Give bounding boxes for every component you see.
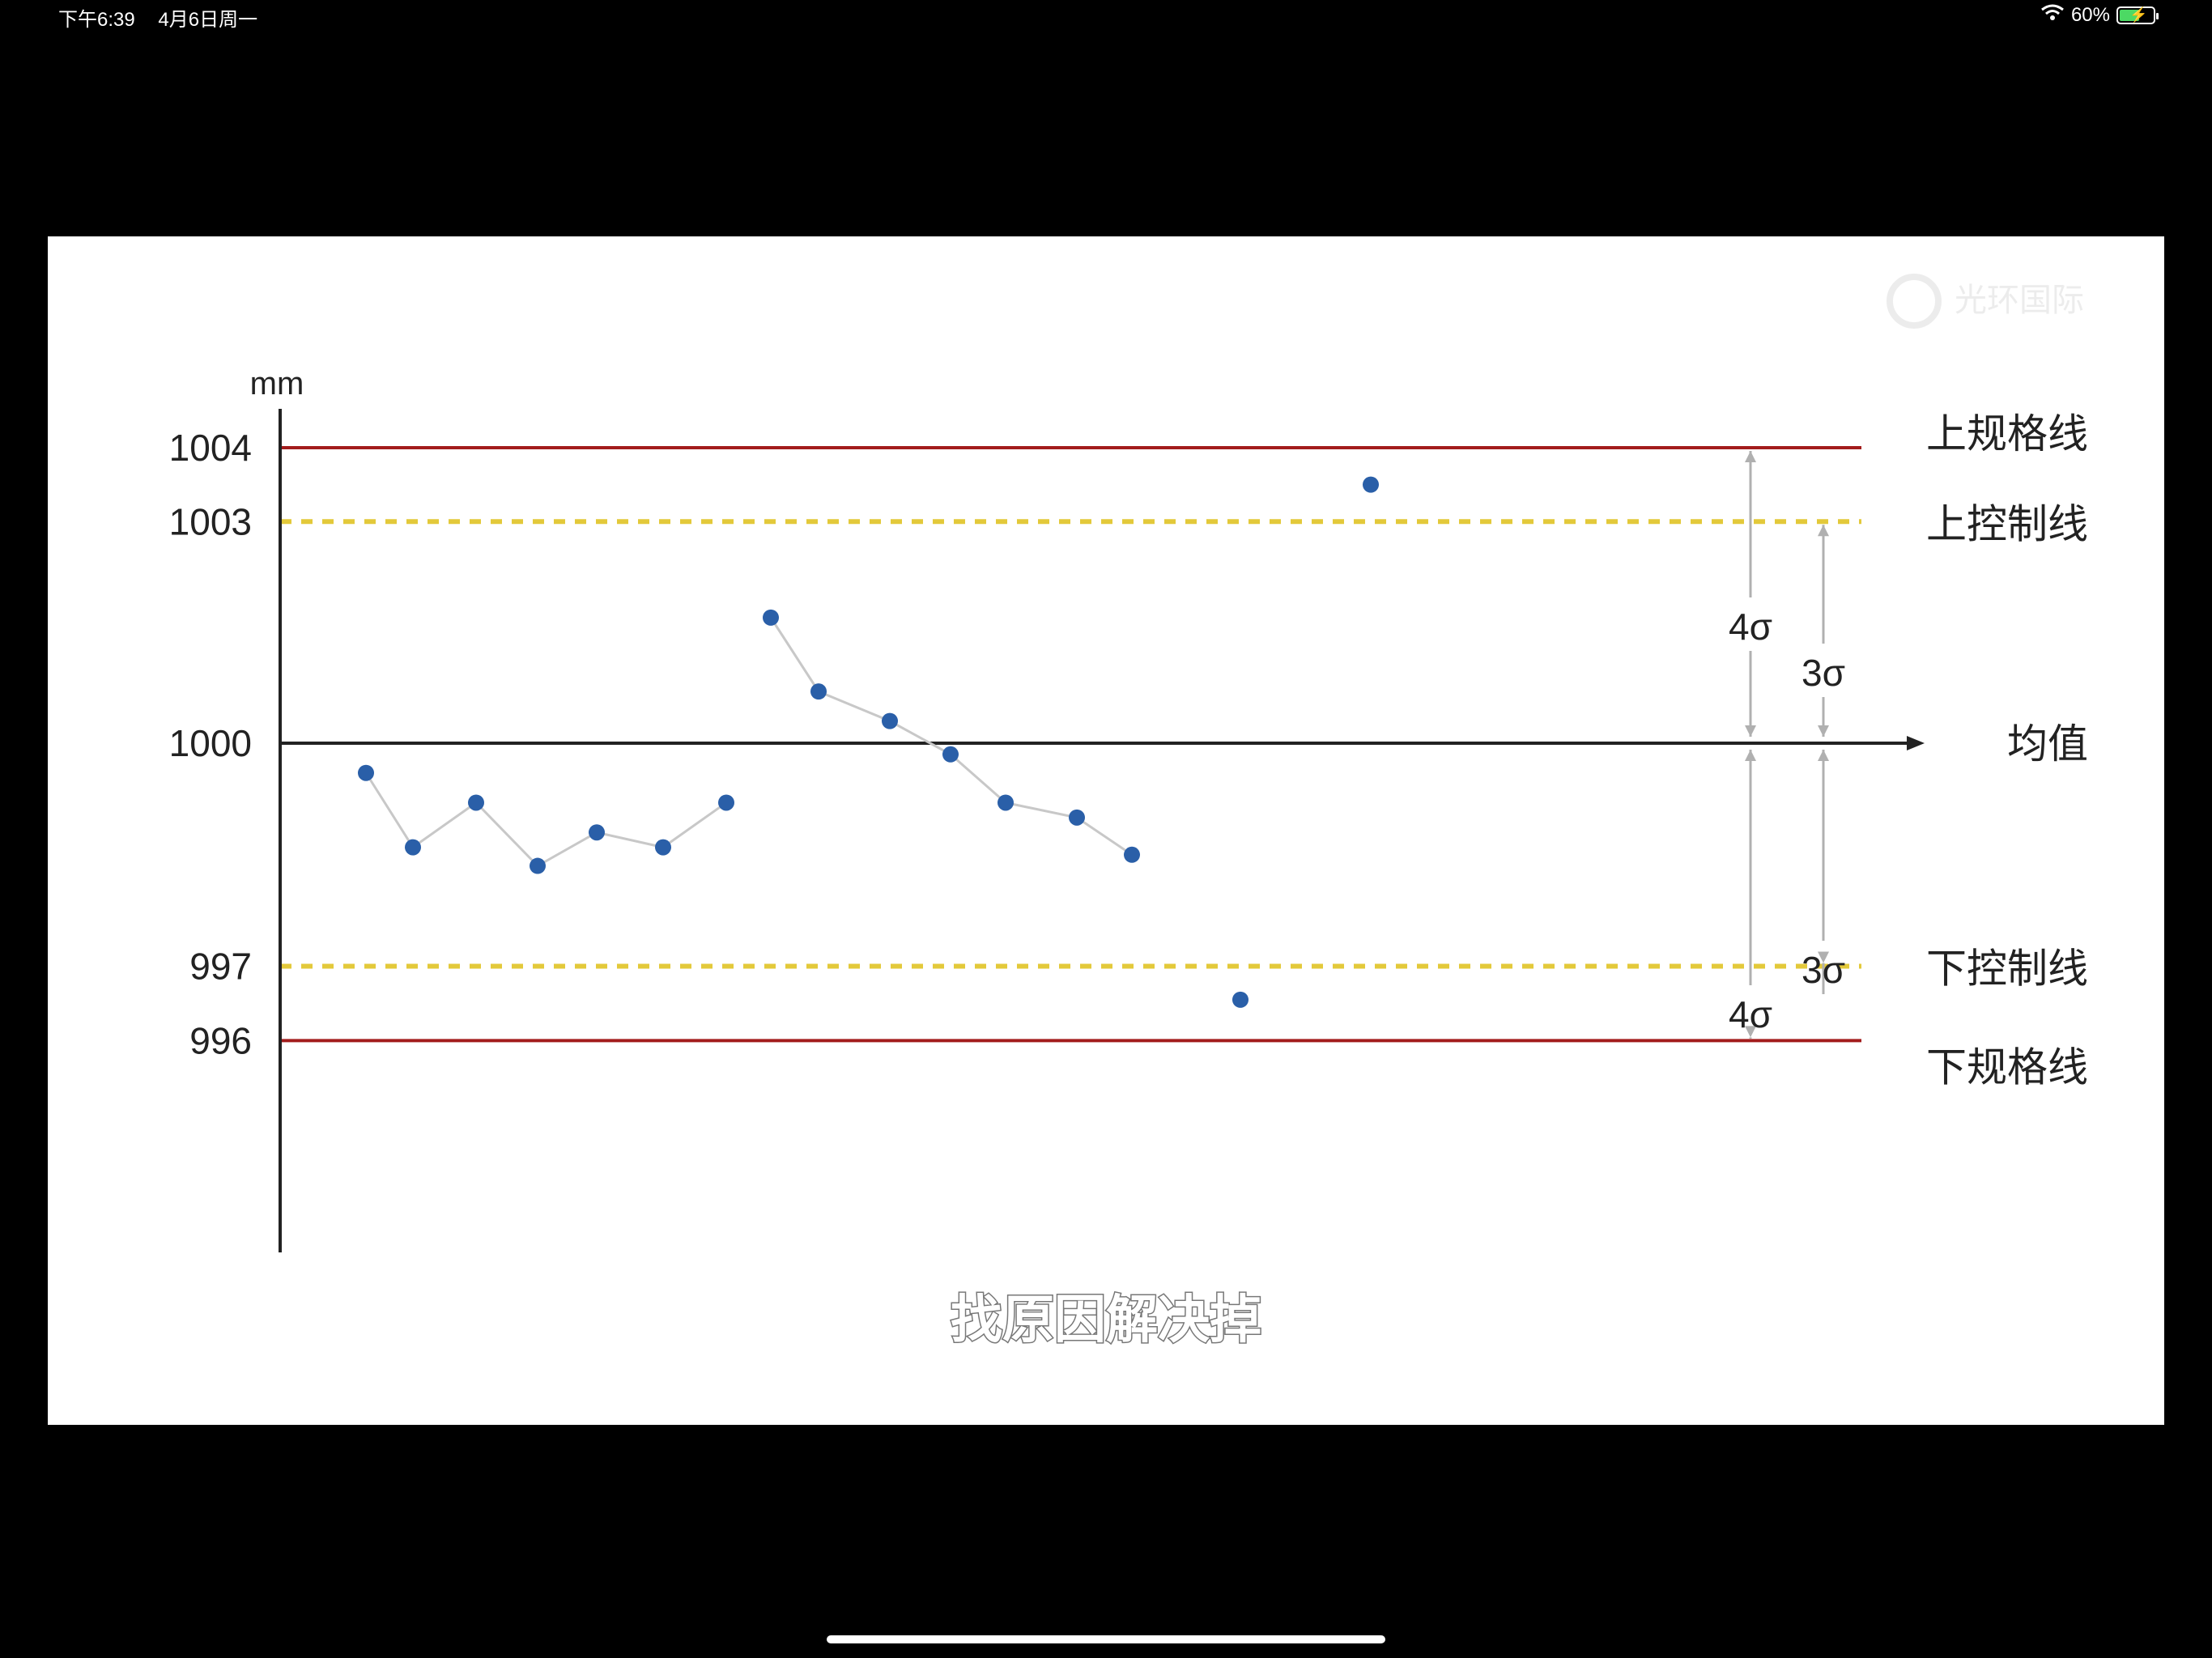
- data-point: [1124, 846, 1140, 863]
- reference-line-label: 下控制线: [1926, 946, 2088, 992]
- status-date: 4月6日周一: [158, 9, 258, 31]
- watermark-logo: 光环国际: [1887, 274, 2084, 329]
- sigma-label: 3σ: [1802, 949, 1845, 991]
- sigma-annotations: 4σ 3σ 3σ 4σ: [1729, 451, 1845, 1039]
- data-point: [530, 857, 546, 874]
- battery-charging-icon: ⚡: [2116, 6, 2159, 24]
- arrow-down-icon: [1745, 1026, 1756, 1038]
- data-point: [942, 746, 959, 763]
- reference-line-label: 均值: [2007, 721, 2088, 767]
- arrow-down-icon: [1818, 725, 1829, 737]
- data-point: [405, 839, 421, 856]
- y-tick-label: 1004: [169, 427, 252, 469]
- home-indicator[interactable]: [827, 1635, 1385, 1643]
- arrow-up-icon: [1818, 525, 1829, 537]
- series-connector-line: [364, 772, 727, 868]
- y-tick-label: 996: [189, 1019, 252, 1061]
- reference-line-label: 上规格线: [1926, 411, 2088, 457]
- status-bar: 下午6:39 4月6日周一 60% ⚡: [0, 0, 2212, 34]
- data-point: [763, 609, 779, 626]
- axes: mm: [250, 366, 304, 1252]
- sigma-label: 4σ: [1729, 993, 1772, 1035]
- reference-line-label: 下规格线: [1926, 1044, 2088, 1090]
- sigma-label: 3σ: [1802, 652, 1845, 694]
- y-axis-label: mm: [250, 366, 304, 402]
- watermark-text: 光环国际: [1955, 283, 2084, 318]
- wifi-icon: [2040, 3, 2065, 27]
- reference-line-label: 上控制线: [1926, 501, 2088, 546]
- data-point: [998, 794, 1014, 811]
- y-tick-label: 997: [189, 946, 252, 988]
- data-point: [1232, 991, 1249, 1008]
- reference-lines: [280, 446, 1925, 1043]
- data-point: [882, 712, 898, 729]
- battery-percent: 60%: [2070, 3, 2110, 26]
- arrow-up-icon: [1745, 451, 1756, 462]
- arrow-down-icon: [1745, 725, 1756, 737]
- battery-fill: [2120, 9, 2139, 21]
- data-point: [1363, 476, 1379, 493]
- mean-axis-arrow-icon: [1907, 736, 1925, 750]
- subtitle: 找原因解决掉: [951, 1290, 1261, 1349]
- control-chart: 光环国际 mm 4σ 3σ 3σ 4σ 1004 1003 1000 997 996 上规格线…: [169, 274, 2088, 1350]
- data-point: [468, 794, 484, 811]
- status-time: 下午6:39: [58, 9, 135, 31]
- logo-ring-icon: [1887, 274, 1942, 329]
- slide: 光环国际 mm 4σ 3σ 3σ 4σ 1004 1003 1000 997 996 上规格线…: [48, 236, 2164, 1425]
- bolt-icon: ⚡: [2129, 6, 2148, 23]
- status-right: 60% ⚡: [2040, 3, 2159, 27]
- data-point: [589, 824, 605, 841]
- data-points: [358, 476, 1379, 1008]
- y-tick-labels: 1004 1003 1000 997 996: [169, 427, 252, 1061]
- y-tick-label: 1000: [169, 722, 252, 764]
- status-left: 下午6:39 4月6日周一: [58, 3, 275, 32]
- data-point: [718, 794, 734, 811]
- y-tick-label: 1003: [169, 500, 252, 542]
- data-point: [1069, 809, 1085, 826]
- sigma-label: 4σ: [1729, 606, 1772, 648]
- data-point: [655, 839, 671, 856]
- data-point: [810, 683, 827, 700]
- data-point: [358, 764, 374, 781]
- arrow-up-icon: [1818, 750, 1829, 761]
- arrow-up-icon: [1745, 750, 1756, 761]
- arrow-down-icon: [1818, 951, 1829, 963]
